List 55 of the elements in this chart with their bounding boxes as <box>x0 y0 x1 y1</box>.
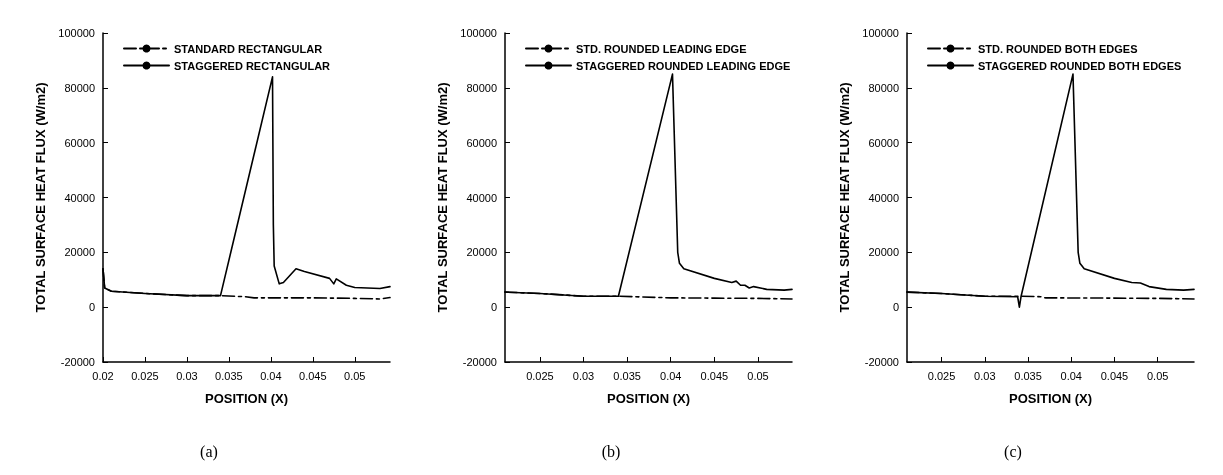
x-tick-label: 0.025 <box>131 369 159 382</box>
y-tick-label: 20000 <box>466 246 497 259</box>
y-tick-label: 20000 <box>64 246 95 259</box>
x-axis-title: POSITION (X) <box>606 391 691 406</box>
y-tick-label: 100000 <box>58 27 95 39</box>
y-tick-label: -20000 <box>864 356 899 368</box>
y-tick-label: 20000 <box>868 246 899 259</box>
x-tick-label: 0.045 <box>1100 369 1129 382</box>
legend-label: STAGGERED ROUNDED BOTH EDGES <box>978 59 1182 72</box>
y-axis-title: TOTAL SURFACE HEAT FLUX (W/m2) <box>33 82 49 313</box>
x-tick-label: 0.045 <box>700 369 729 382</box>
legend-label: STANDARD RECTANGULAR <box>174 42 323 55</box>
x-tick-label: 0.02 <box>92 369 114 382</box>
x-tick-label: 0.03 <box>974 369 996 382</box>
y-tick-label: 80000 <box>868 81 899 94</box>
y-tick-label: 0 <box>892 301 899 314</box>
x-tick-label: 0.025 <box>927 369 956 382</box>
x-axis-title: POSITION (X) <box>1008 391 1093 406</box>
x-tick-label: 0.025 <box>526 369 554 382</box>
y-tick-label: 80000 <box>64 81 95 94</box>
y-tick-label: 60000 <box>868 136 899 149</box>
y-tick-label: -20000 <box>462 356 497 368</box>
text: (b) <box>601 442 621 461</box>
y-tick-label: 60000 <box>466 136 497 149</box>
y-tick-label: -20000 <box>60 356 95 368</box>
y-tick-label: 0 <box>490 301 497 314</box>
x-tick-label: 0.04 <box>260 369 282 382</box>
x-tick-label: 0.035 <box>613 369 641 382</box>
legend-label: STAGGERED ROUNDED LEADING EDGE <box>576 59 791 72</box>
x-tick-label: 0.05 <box>1146 369 1169 382</box>
y-tick-label: 80000 <box>466 81 497 94</box>
y-axis-title: TOTAL SURFACE HEAT FLUX (W/m2) <box>837 82 853 313</box>
x-tick-label: 0.05 <box>747 369 769 382</box>
y-tick-label: 100000 <box>862 27 899 39</box>
y-tick-label: 0 <box>88 301 95 314</box>
x-tick-label: 0.035 <box>215 369 243 382</box>
x-axis-title: POSITION (X) <box>204 391 289 406</box>
y-axis-title: TOTAL SURFACE HEAT FLUX (W/m2) <box>435 82 451 313</box>
y-tick-label: 40000 <box>64 191 95 204</box>
x-tick-label: 0.03 <box>176 369 198 382</box>
text: (c) <box>1004 442 1022 461</box>
y-tick-label: 60000 <box>64 136 95 149</box>
x-tick-label: 0.03 <box>572 369 595 382</box>
x-tick-label: 0.04 <box>660 369 682 382</box>
text: (a) <box>200 442 218 461</box>
y-tick-label: 40000 <box>868 191 899 204</box>
x-tick-label: 0.035 <box>1014 369 1042 382</box>
x-tick-label: 0.045 <box>299 369 327 382</box>
y-tick-label: 100000 <box>460 27 497 39</box>
x-tick-label: 0.04 <box>1060 369 1082 382</box>
y-tick-label: 40000 <box>466 191 497 204</box>
legend-label: STD. ROUNDED BOTH EDGES <box>978 42 1138 55</box>
legend-label: STD. ROUNDED LEADING EDGE <box>576 42 747 55</box>
x-tick-label: 0.05 <box>344 369 366 382</box>
legend-label: STAGGERED RECTANGULAR <box>174 59 331 72</box>
